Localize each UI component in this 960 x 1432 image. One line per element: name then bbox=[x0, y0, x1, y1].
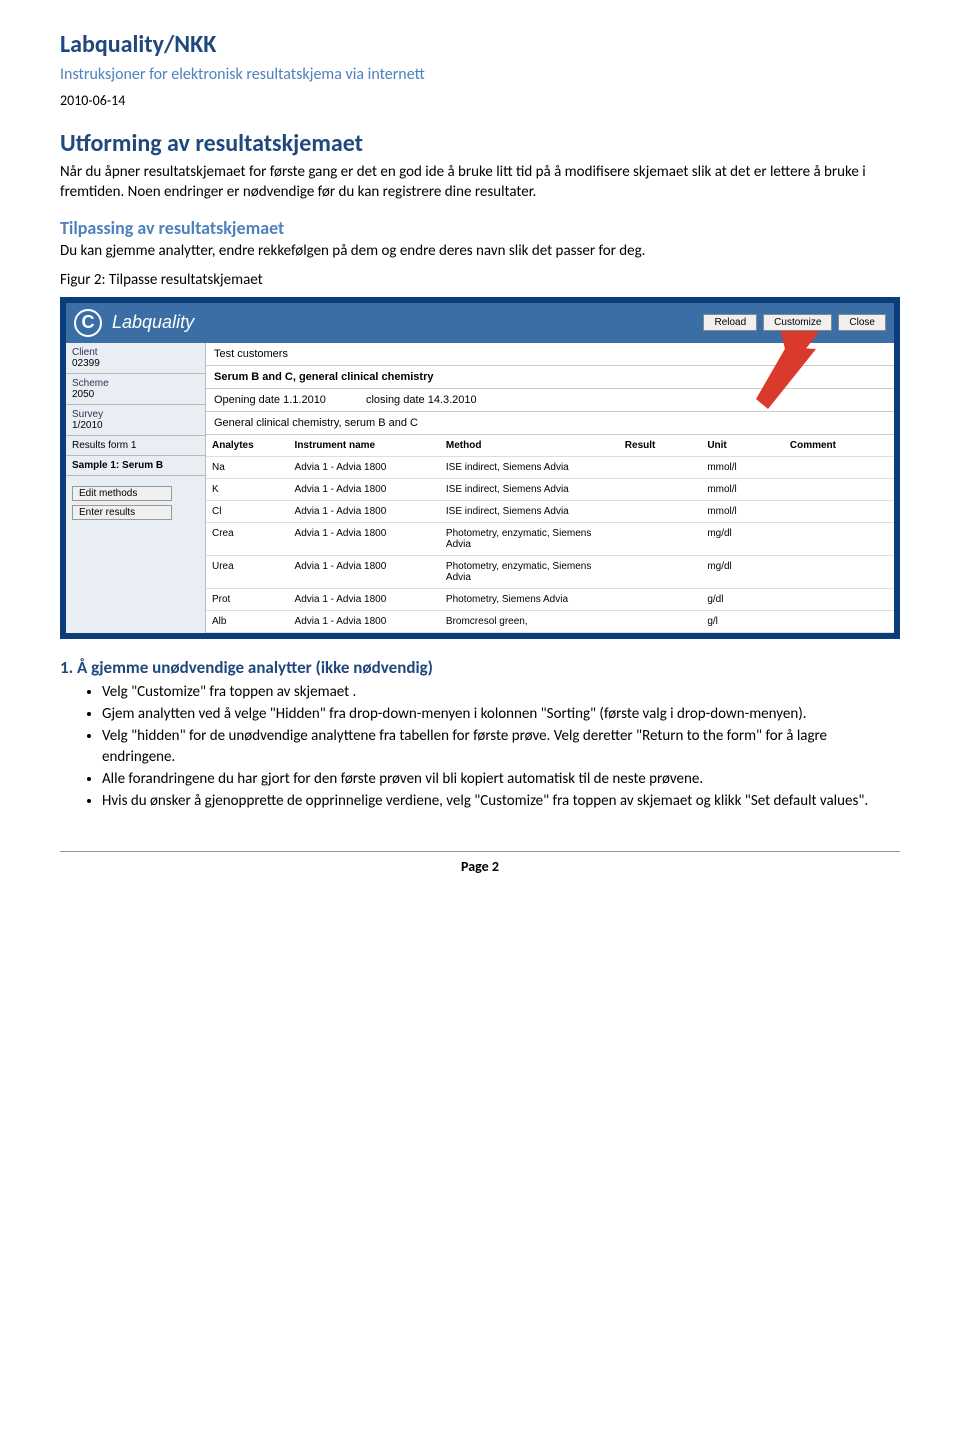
list-item: Gjem analytten ved å velge "Hidden" fra … bbox=[102, 704, 900, 724]
table-cell bbox=[619, 610, 702, 632]
table-cell bbox=[784, 478, 894, 500]
instruction-list: Velg "Customize" fra toppen av skjemaet … bbox=[102, 682, 900, 812]
table-cell: Bromcresol green, bbox=[440, 610, 619, 632]
info-dates-row: Opening date 1.1.2010 closing date 14.3.… bbox=[206, 389, 894, 412]
table-cell: ISE indirect, Siemens Advia bbox=[440, 500, 619, 522]
table-cell: ISE indirect, Siemens Advia bbox=[440, 456, 619, 478]
table-cell bbox=[784, 522, 894, 555]
table-cell: Advia 1 - Advia 1800 bbox=[289, 522, 440, 555]
table-row: ProtAdvia 1 - Advia 1800Photometry, Siem… bbox=[206, 588, 894, 610]
sample-label: Sample 1: Serum B bbox=[66, 456, 205, 476]
scheme-value: 2050 bbox=[72, 389, 199, 400]
screenshot-main: Test customers Serum B and C, general cl… bbox=[206, 343, 894, 633]
close-button[interactable]: Close bbox=[838, 314, 886, 331]
edit-methods-button[interactable]: Edit methods bbox=[72, 486, 172, 501]
table-header: Analytes bbox=[206, 435, 289, 457]
enter-results-button[interactable]: Enter results bbox=[72, 505, 172, 520]
labquality-logo-icon: C bbox=[74, 309, 102, 337]
table-header: Unit bbox=[701, 435, 784, 457]
table-cell: mmol/l bbox=[701, 500, 784, 522]
table-cell bbox=[784, 555, 894, 588]
analytes-table: AnalytesInstrument nameMethodResultUnitC… bbox=[206, 435, 894, 633]
list-item: Alle forandringene du har gjort for den … bbox=[102, 769, 900, 789]
results-form-label: Results form 1 bbox=[66, 436, 205, 456]
table-cell bbox=[784, 456, 894, 478]
info-scheme-name: Serum B and C, general clinical chemistr… bbox=[206, 366, 894, 389]
screenshot-header: C Labquality Reload Customize Close bbox=[66, 303, 894, 343]
table-cell bbox=[619, 522, 702, 555]
table-cell: Prot bbox=[206, 588, 289, 610]
scheme-label: Scheme bbox=[72, 378, 199, 389]
table-cell: Advia 1 - Advia 1800 bbox=[289, 588, 440, 610]
table-cell bbox=[784, 500, 894, 522]
table-cell: Urea bbox=[206, 555, 289, 588]
client-label: Client bbox=[72, 347, 199, 358]
table-cell: Cl bbox=[206, 500, 289, 522]
table-cell bbox=[619, 588, 702, 610]
reload-button[interactable]: Reload bbox=[703, 314, 757, 331]
list-item: Velg "hidden" for de unødvendige analytt… bbox=[102, 726, 900, 767]
table-header: Instrument name bbox=[289, 435, 440, 457]
table-cell bbox=[619, 456, 702, 478]
client-value: 02399 bbox=[72, 358, 199, 369]
table-cell bbox=[619, 555, 702, 588]
table-row: CreaAdvia 1 - Advia 1800Photometry, enzy… bbox=[206, 522, 894, 555]
survey-label: Survey bbox=[72, 409, 199, 420]
screenshot-sidebar: Client 02399 Scheme 2050 Survey 1/2010 R… bbox=[66, 343, 206, 633]
table-cell: mmol/l bbox=[701, 478, 784, 500]
table-row: NaAdvia 1 - Advia 1800ISE indirect, Siem… bbox=[206, 456, 894, 478]
table-cell: mg/dl bbox=[701, 522, 784, 555]
brand-label: Labquality bbox=[112, 312, 194, 333]
table-cell: g/l bbox=[701, 610, 784, 632]
table-header: Result bbox=[619, 435, 702, 457]
table-header: Method bbox=[440, 435, 619, 457]
list-item: Hvis du ønsker å gjenopprette de opprinn… bbox=[102, 791, 900, 811]
doc-header-subtitle: Instruksjoner for elektronisk resultatsk… bbox=[60, 65, 900, 84]
table-cell: g/dl bbox=[701, 588, 784, 610]
table-row: KAdvia 1 - Advia 1800ISE indirect, Sieme… bbox=[206, 478, 894, 500]
opening-date: Opening date 1.1.2010 bbox=[214, 394, 326, 406]
table-cell: Advia 1 - Advia 1800 bbox=[289, 610, 440, 632]
table-cell bbox=[784, 610, 894, 632]
table-cell: mg/dl bbox=[701, 555, 784, 588]
table-cell: ISE indirect, Siemens Advia bbox=[440, 478, 619, 500]
table-cell: Photometry, enzymatic, Siemens Advia bbox=[440, 555, 619, 588]
table-cell: Advia 1 - Advia 1800 bbox=[289, 555, 440, 588]
table-cell bbox=[619, 478, 702, 500]
screenshot-frame: C Labquality Reload Customize Close Clie… bbox=[60, 297, 900, 639]
customize-button[interactable]: Customize bbox=[763, 314, 832, 331]
table-cell: Advia 1 - Advia 1800 bbox=[289, 456, 440, 478]
doc-date: 2010-06-14 bbox=[60, 92, 900, 109]
section-body-1: Når du åpner resultatskjemaet for første… bbox=[60, 162, 900, 203]
table-cell: mmol/l bbox=[701, 456, 784, 478]
table-row: ClAdvia 1 - Advia 1800ISE indirect, Siem… bbox=[206, 500, 894, 522]
section-body-2: Du kan gjemme analytter, endre rekkefølg… bbox=[60, 241, 900, 261]
section-heading-2: Tilpassing av resultatskjemaet bbox=[60, 217, 900, 239]
table-cell: Photometry, Siemens Advia bbox=[440, 588, 619, 610]
section-heading-1: Utforming av resultatskjemaet bbox=[60, 129, 900, 158]
numbered-heading-1: 1. Å gjemme unødvendige analytter (ikke … bbox=[60, 657, 900, 678]
page-footer: Page 2 bbox=[60, 851, 900, 875]
table-cell: Crea bbox=[206, 522, 289, 555]
figure-caption: Figur 2: Tilpasse resultatskjemaet bbox=[60, 271, 900, 289]
table-cell: Advia 1 - Advia 1800 bbox=[289, 500, 440, 522]
info-client-name: Test customers bbox=[206, 343, 894, 366]
table-cell: K bbox=[206, 478, 289, 500]
table-cell: Photometry, enzymatic, Siemens Advia bbox=[440, 522, 619, 555]
info-description: General clinical chemistry, serum B and … bbox=[206, 412, 894, 435]
table-cell: Na bbox=[206, 456, 289, 478]
doc-header-title: Labquality/NKK bbox=[60, 30, 900, 59]
closing-date: closing date 14.3.2010 bbox=[366, 394, 477, 406]
table-cell bbox=[784, 588, 894, 610]
table-header: Comment bbox=[784, 435, 894, 457]
table-cell: Advia 1 - Advia 1800 bbox=[289, 478, 440, 500]
list-item: Velg "Customize" fra toppen av skjemaet … bbox=[102, 682, 900, 702]
survey-value: 1/2010 bbox=[72, 420, 199, 431]
table-cell bbox=[619, 500, 702, 522]
table-cell: Alb bbox=[206, 610, 289, 632]
table-row: UreaAdvia 1 - Advia 1800Photometry, enzy… bbox=[206, 555, 894, 588]
table-row: AlbAdvia 1 - Advia 1800Bromcresol green,… bbox=[206, 610, 894, 632]
